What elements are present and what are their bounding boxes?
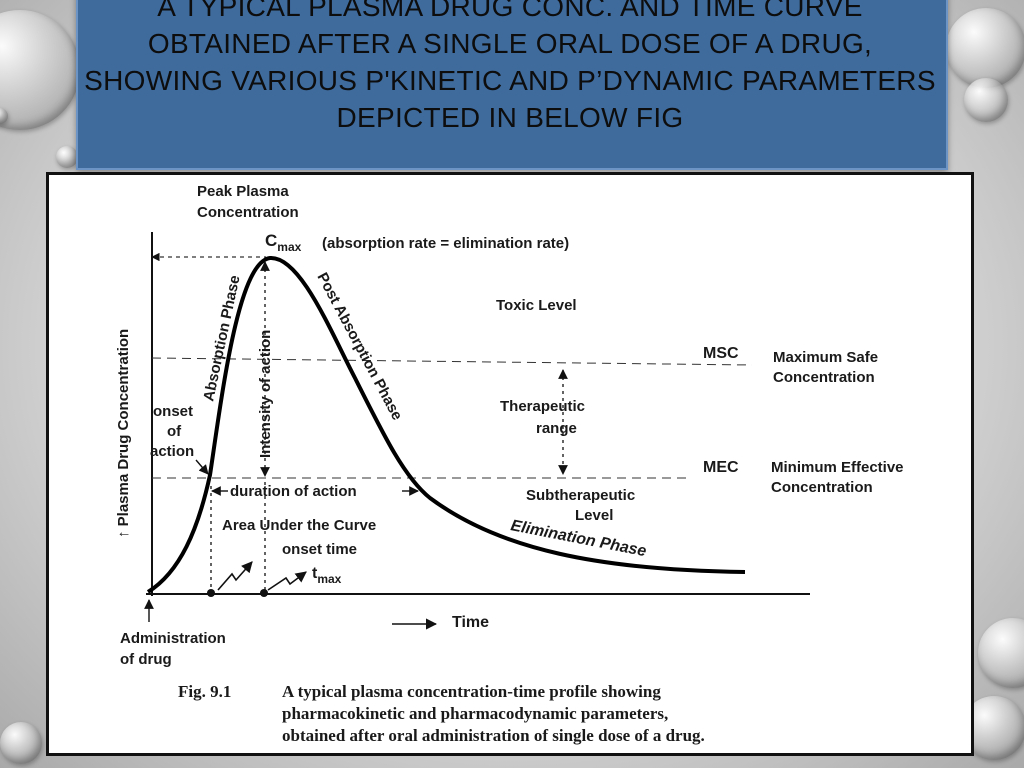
onset-label-1: onset <box>153 403 193 420</box>
duration-label: duration of action <box>230 483 357 500</box>
toxic-level-label: Toxic Level <box>496 297 577 314</box>
auc-label: Area Under the Curve <box>222 517 376 534</box>
onset-label-2: of <box>167 423 182 440</box>
decorative-bubble <box>964 78 1008 122</box>
cmax-note: (absorption rate = elimination rate) <box>322 235 569 252</box>
msc-label: MSC <box>703 345 739 362</box>
administration-label-2: of drug <box>120 651 172 668</box>
tmax-point <box>260 589 268 597</box>
caption-line-3: obtained after oral administration of si… <box>282 726 705 745</box>
concentration-curve <box>146 255 746 594</box>
title-banner <box>76 0 948 170</box>
subtherapeutic-label-2: Level <box>575 507 613 524</box>
peak-label-line-2: Concentration <box>197 204 299 221</box>
pharmacokinetic-diagram: Peak Plasma Concentration Cmax (absorpti… <box>115 183 904 745</box>
msc-line <box>151 357 753 366</box>
slide-title: A typical plasma drug conc. and time cur… <box>84 0 936 133</box>
therapeutic-label-2: range <box>536 420 577 437</box>
caption-line-2: pharmacokinetic and pharmacodynamic para… <box>282 704 668 723</box>
post-absorption-label: Post Absorption Phase <box>313 270 405 423</box>
intensity-label: Intensity of action <box>257 330 274 458</box>
msc-full-2: Concentration <box>773 369 875 386</box>
decorative-bubble <box>0 108 8 124</box>
subtherapeutic-label-1: Subtherapeutic <box>526 487 635 504</box>
absorption-phase-label: Absorption Phase <box>200 274 243 403</box>
figure-frame: Peak Plasma Concentration Cmax (absorpti… <box>46 172 974 756</box>
decorative-bubble <box>56 146 78 168</box>
mec-label: MEC <box>703 459 739 476</box>
tmax-pointer <box>267 571 307 591</box>
caption-label: Fig. 9.1 <box>178 682 231 701</box>
mec-full-1: Minimum Effective <box>771 459 904 476</box>
tmax-label: tmax <box>312 565 342 586</box>
y-axis-label: ↑ Plasma Drug Concentration <box>115 329 132 538</box>
onset-label-3: action <box>150 443 194 460</box>
cmax-label: Cmax <box>265 231 302 254</box>
msc-full-1: Maximum Safe <box>773 349 878 366</box>
onset-arrow <box>195 459 209 475</box>
caption-line-1: A typical plasma concentration-time prof… <box>282 682 661 701</box>
peak-label-line-1: Peak Plasma <box>197 183 289 200</box>
x-axis-label: Time <box>452 614 489 631</box>
decorative-bubble <box>0 10 80 130</box>
decorative-bubble <box>0 722 42 764</box>
administration-label-1: Administration <box>120 630 226 647</box>
therapeutic-label-1: Therapeutic <box>500 398 585 415</box>
decorative-bubble <box>946 8 1024 88</box>
onset-time-label: onset time <box>282 541 357 558</box>
decorative-bubble <box>978 618 1024 688</box>
mec-full-2: Concentration <box>771 479 873 496</box>
onset-time-point <box>207 589 215 597</box>
onset-time-pointer <box>217 561 253 591</box>
